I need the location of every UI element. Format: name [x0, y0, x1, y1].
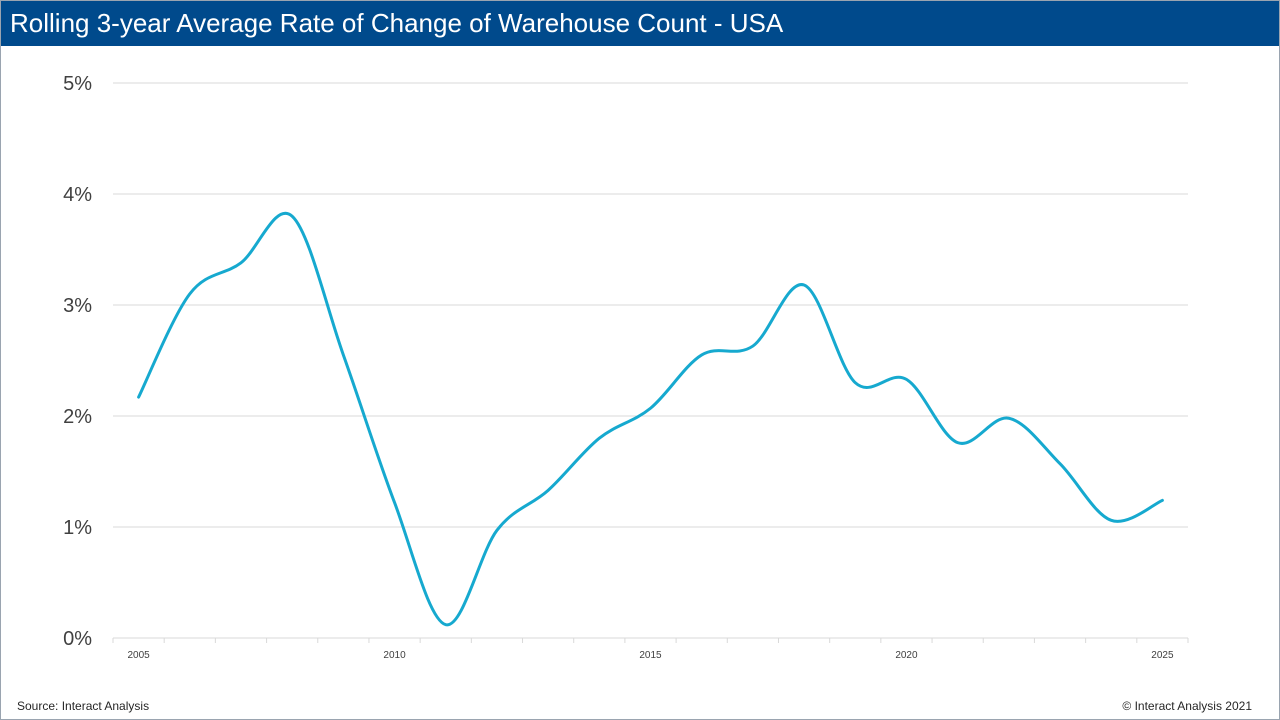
data-point-2013 — [547, 489, 550, 492]
y-tick-label: 5% — [63, 73, 92, 95]
chart-title: Rolling 3-year Average Rate of Change of… — [1, 1, 1279, 46]
data-point-2016 — [700, 353, 703, 356]
data-point-2023 — [1059, 462, 1062, 465]
data-point-2019 — [854, 381, 857, 384]
x-tick-label: 2010 — [383, 650, 406, 661]
data-point-2025 — [1161, 499, 1164, 502]
data-point-2005 — [137, 396, 140, 399]
data-point-2006 — [188, 292, 191, 295]
y-tick-label: 3% — [63, 295, 92, 317]
y-tick-label: 4% — [63, 184, 92, 206]
data-point-2018 — [803, 284, 806, 287]
data-point-2014 — [598, 437, 601, 440]
x-axis-tick-labels: 2005 2010 2015 2020 2025 — [127, 650, 1173, 661]
data-point-2010 — [393, 501, 396, 504]
y-axis-tick-labels: 0% 1% 2% 3% 4% 5% — [63, 73, 92, 650]
data-point-2017 — [751, 345, 754, 348]
x-tick-label: 2025 — [1151, 650, 1174, 661]
data-point-2021 — [956, 441, 959, 444]
data-point-2015 — [649, 407, 652, 410]
data-point-2022 — [1007, 417, 1010, 420]
copyright-note: © Interact Analysis 2021 — [1122, 699, 1252, 713]
data-point-2012 — [495, 529, 498, 532]
data-point-2024 — [1110, 519, 1113, 522]
x-tick-label: 2005 — [127, 650, 150, 661]
y-tick-label: 0% — [63, 628, 92, 650]
y-tick-label: 2% — [63, 406, 92, 428]
x-tick-label: 2015 — [639, 650, 662, 661]
data-point-2020 — [905, 378, 908, 381]
data-point-2009 — [342, 353, 345, 356]
source-note: Source: Interact Analysis — [17, 699, 150, 713]
x-axis — [112, 637, 1189, 643]
data-point-2008 — [291, 215, 294, 218]
data-point-2011 — [444, 623, 447, 626]
series-layer — [137, 211, 1164, 627]
x-tick-label: 2020 — [895, 650, 918, 661]
y-tick-label: 1% — [63, 517, 92, 539]
series-line-0 — [137, 211, 1164, 627]
gridlines — [113, 82, 1188, 528]
data-point-2007 — [239, 261, 242, 264]
